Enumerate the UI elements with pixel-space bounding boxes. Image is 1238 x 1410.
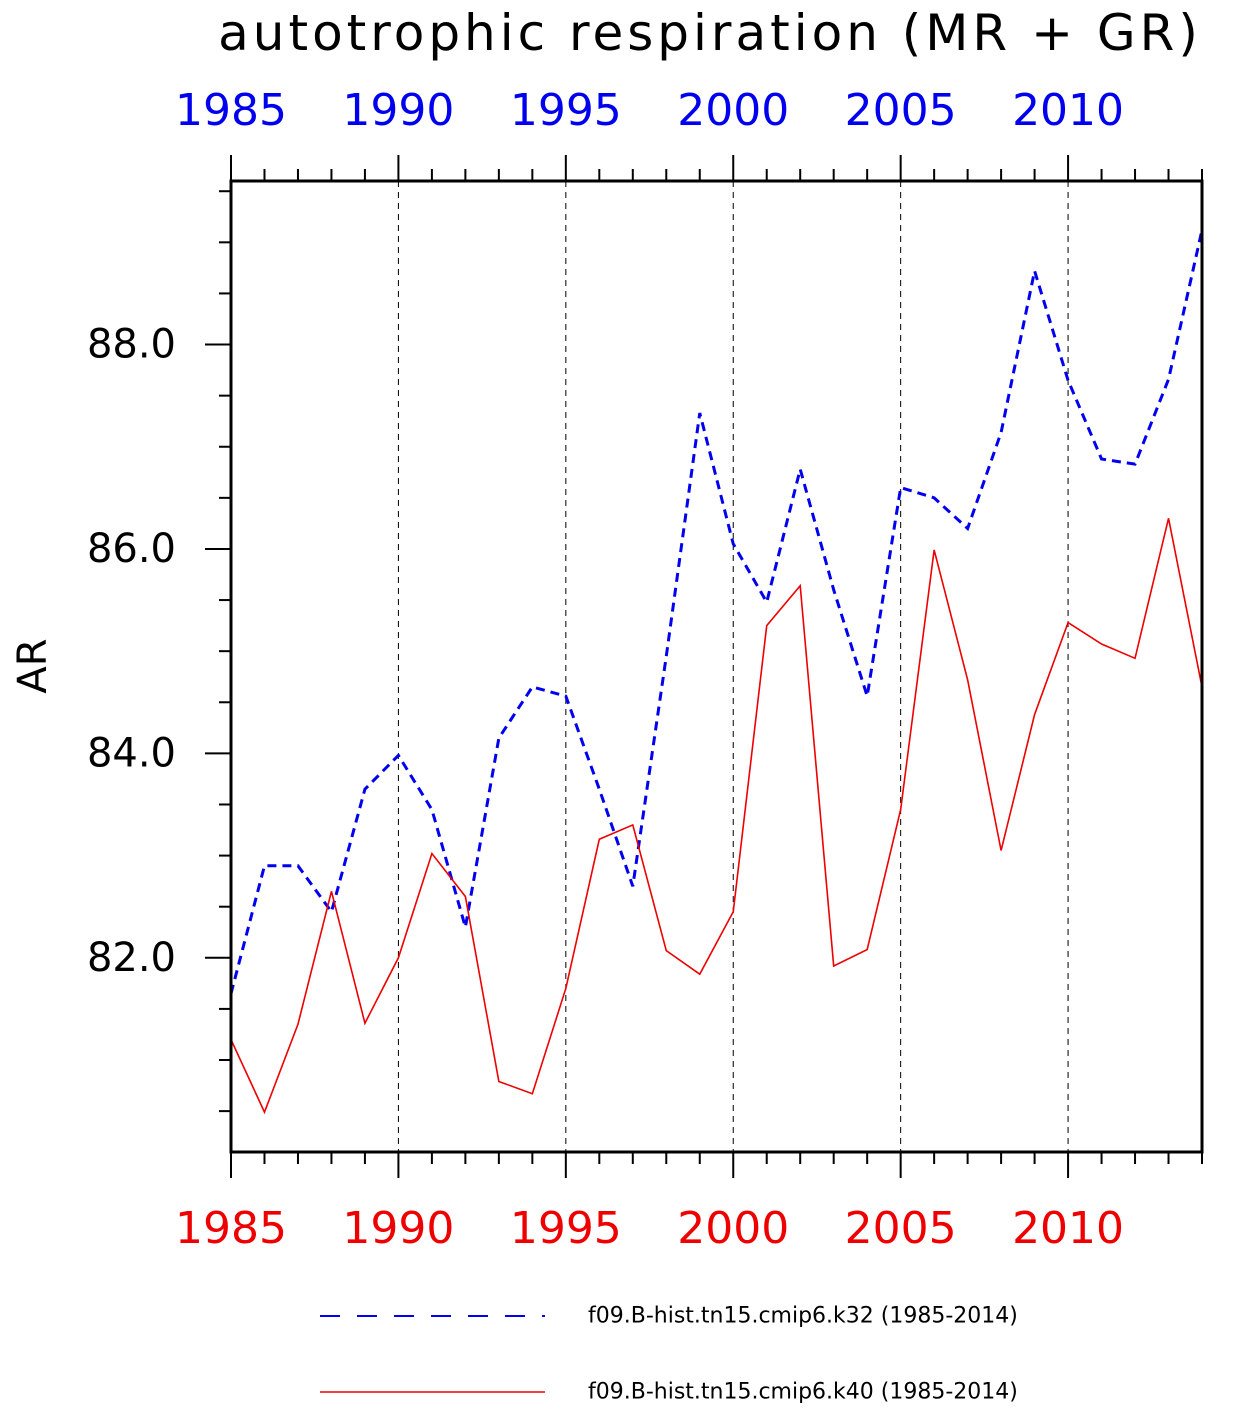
chart-title: autotrophic respiration (MR + GR)	[218, 4, 1202, 62]
grid-lines	[397, 181, 1069, 1152]
y-tick-label: 84.0	[87, 730, 176, 776]
series-lines	[231, 229, 1202, 1115]
plot-frame	[229, 179, 1204, 1154]
legend-label-1: f09.B-hist.tn15.cmip6.k32 (1985-2014)	[588, 1304, 1018, 1329]
y-tick-label: 82.0	[87, 935, 176, 981]
bottom-x-tick-label: 1990	[342, 1203, 454, 1254]
axis-ticks	[205, 155, 1203, 1178]
series-line-1	[231, 229, 1202, 994]
y-tick-label: 86.0	[87, 526, 176, 572]
top-x-tick-label: 1985	[175, 85, 287, 136]
y-tick-label: 88.0	[87, 322, 176, 368]
bottom-x-tick-label: 1985	[175, 1203, 287, 1254]
top-x-tick-label: 2010	[1012, 85, 1124, 136]
top-x-tick-label: 2005	[845, 85, 957, 136]
bottom-x-tick-label: 1995	[510, 1203, 622, 1254]
top-x-tick-labels: 1985 1990 1995 2000 2005 2010	[175, 85, 1124, 136]
series-line-2	[231, 518, 1202, 1115]
bottom-x-tick-label: 2010	[1012, 1203, 1124, 1254]
bottom-x-tick-label: 2000	[677, 1203, 789, 1254]
legend-label-2: f09.B-hist.tn15.cmip6.k40 (1985-2014)	[588, 1380, 1018, 1405]
legend: f09.B-hist.tn15.cmip6.k32 (1985-2014) f09…	[320, 1304, 1018, 1405]
bottom-x-tick-label: 2005	[845, 1203, 957, 1254]
y-tick-labels: 82.0 84.0 86.0 88.0	[87, 322, 176, 981]
top-x-tick-label: 1990	[342, 85, 454, 136]
top-x-tick-label: 1995	[510, 85, 622, 136]
bottom-x-tick-labels: 1985 1990 1995 2000 2005 2010	[175, 1203, 1124, 1254]
top-x-tick-label: 2000	[677, 85, 789, 136]
y-axis-label: AR	[10, 638, 56, 693]
